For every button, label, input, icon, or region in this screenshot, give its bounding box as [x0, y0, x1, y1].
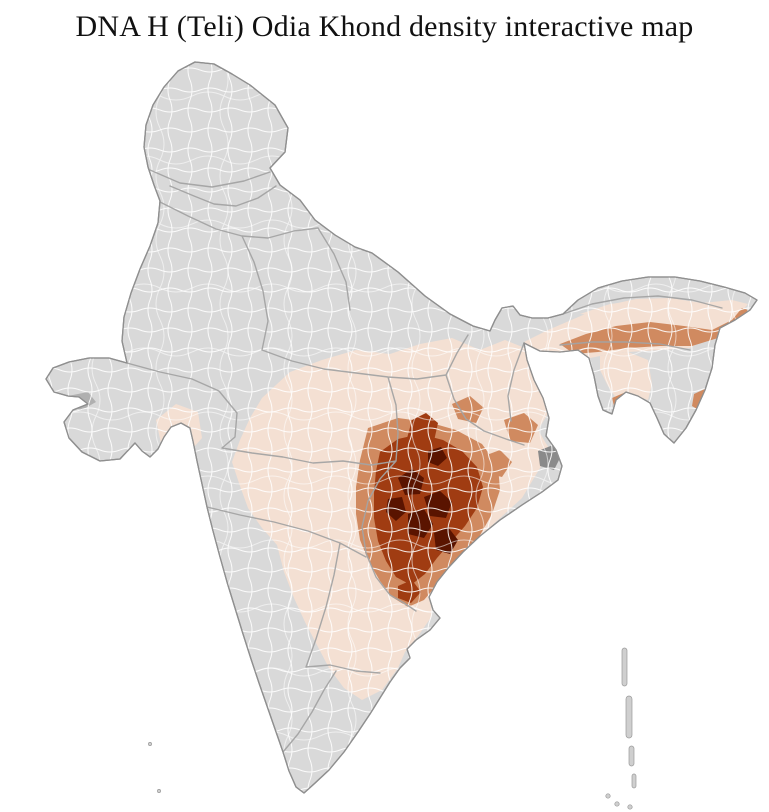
state-borders: [126, 169, 723, 753]
india-outline: [45, 61, 758, 794]
page-title: DNA H (Teli) Odia Khond density interact…: [75, 10, 694, 43]
island-chain[interactable]: [148, 647, 637, 810]
